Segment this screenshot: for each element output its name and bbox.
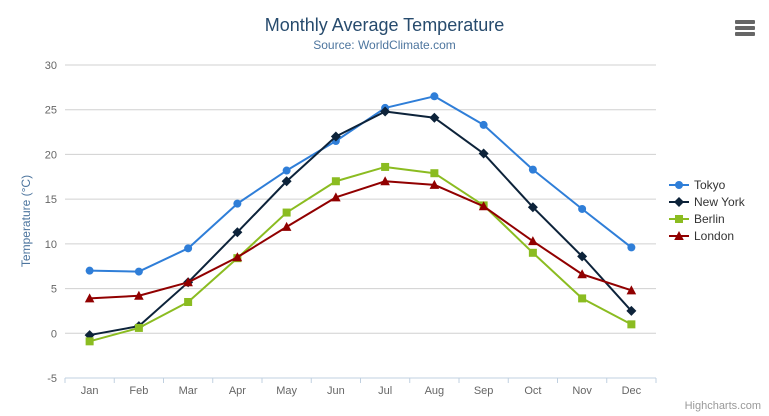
highcharts-credit[interactable]: Highcharts.com	[684, 400, 761, 412]
legend-symbol-london	[669, 230, 689, 240]
x-axis-label: Mar	[179, 385, 198, 397]
y-axis-label: 20	[45, 149, 57, 161]
export-menu-button[interactable]	[732, 19, 758, 37]
series-line-berlin	[88, 165, 633, 343]
data-point-london[interactable]	[232, 252, 243, 262]
legend-item-london[interactable]: London	[669, 227, 745, 244]
legend-item-new-york[interactable]: New York	[669, 193, 745, 210]
data-point-berlin[interactable]	[282, 208, 291, 217]
data-point-tokyo[interactable]	[430, 92, 439, 101]
series-tokyo	[85, 92, 636, 276]
legend-symbol-tokyo	[669, 180, 689, 189]
data-point-tokyo[interactable]	[282, 166, 291, 175]
x-axis-label: Nov	[572, 385, 592, 397]
data-point-london[interactable]	[84, 293, 95, 303]
data-point-london[interactable]	[183, 277, 193, 287]
data-point-tokyo[interactable]	[479, 120, 488, 129]
data-point-tokyo[interactable]	[528, 165, 537, 174]
x-axis-label: Jan	[81, 385, 99, 397]
x-axis-label: May	[276, 385, 297, 397]
data-point-new-york[interactable]	[577, 251, 588, 262]
y-axis-label: 0	[51, 328, 57, 340]
data-point-tokyo[interactable]	[627, 243, 636, 252]
data-point-london[interactable]	[134, 290, 144, 300]
legend-item-berlin[interactable]: Berlin	[669, 210, 745, 227]
y-axis-label: 10	[45, 239, 57, 251]
legend-item-tokyo[interactable]: Tokyo	[669, 176, 745, 193]
y-axis-label: 5	[51, 284, 57, 296]
x-axis-label: Sep	[474, 385, 494, 397]
data-point-tokyo[interactable]	[85, 266, 94, 275]
data-point-tokyo[interactable]	[578, 204, 587, 213]
data-point-berlin[interactable]	[381, 162, 390, 171]
x-axis-label: Oct	[524, 385, 541, 397]
hamburger-menu-icon	[735, 26, 755, 30]
chart-subtitle: Source: WorldClimate.com	[313, 38, 456, 52]
x-axis-label: Feb	[129, 385, 148, 397]
data-point-berlin[interactable]	[528, 248, 537, 257]
data-point-new-york[interactable]	[626, 305, 637, 316]
data-point-london[interactable]	[577, 269, 587, 279]
legend-marker-london	[674, 230, 684, 240]
hamburger-menu-icon	[735, 20, 755, 24]
data-point-london[interactable]	[626, 285, 637, 295]
data-point-new-york[interactable]	[330, 131, 341, 142]
x-axis-label: Apr	[229, 385, 246, 397]
legend-label-tokyo: Tokyo	[694, 177, 726, 192]
data-point-new-york[interactable]	[232, 227, 243, 238]
x-axis-label: Jul	[378, 385, 392, 397]
data-point-london[interactable]	[380, 176, 390, 186]
data-point-berlin[interactable]	[184, 297, 193, 306]
chart-title: Monthly Average Temperature	[264, 15, 505, 35]
x-axis-label: Dec	[622, 385, 642, 397]
data-point-london[interactable]	[528, 236, 538, 246]
data-point-london[interactable]	[478, 201, 489, 211]
data-point-london[interactable]	[281, 221, 292, 231]
data-point-berlin[interactable]	[578, 294, 587, 303]
legend-marker-new-york	[674, 196, 684, 207]
series-london	[84, 176, 637, 303]
x-axis-label: Jun	[327, 385, 345, 397]
data-point-berlin[interactable]	[627, 320, 636, 329]
data-point-new-york[interactable]	[380, 106, 391, 117]
y-axis-label: 15	[45, 194, 57, 206]
series-line-tokyo	[88, 95, 633, 273]
x-axis-label: Aug	[425, 385, 445, 397]
legend-marker-tokyo	[675, 180, 683, 189]
legend-symbol-berlin	[669, 214, 689, 223]
series-line-london	[88, 180, 633, 300]
legend-label-new-york: New York	[694, 194, 745, 209]
data-point-tokyo[interactable]	[233, 199, 242, 208]
data-point-tokyo[interactable]	[134, 267, 143, 276]
data-point-london[interactable]	[331, 192, 341, 202]
legend-symbol-new-york	[669, 196, 689, 207]
data-point-berlin[interactable]	[134, 323, 143, 332]
y-axis-label: -5	[47, 373, 57, 385]
data-point-new-york[interactable]	[478, 148, 489, 159]
hamburger-menu-icon	[735, 32, 755, 36]
data-point-new-york[interactable]	[527, 202, 538, 213]
data-point-new-york[interactable]	[281, 176, 292, 187]
data-point-london[interactable]	[429, 179, 440, 189]
y-axis-label: 30	[45, 60, 57, 72]
series-line-new-york	[88, 110, 633, 337]
data-point-berlin[interactable]	[430, 169, 439, 178]
series-new-york	[84, 106, 637, 341]
legend-label-london: London	[694, 228, 735, 243]
legend-marker-berlin	[675, 214, 683, 223]
data-point-berlin[interactable]	[85, 337, 94, 346]
legend-label-berlin: Berlin	[694, 211, 725, 226]
legend: Tokyo New York Berlin London	[669, 176, 745, 244]
data-point-berlin[interactable]	[331, 177, 340, 186]
data-point-tokyo[interactable]	[184, 244, 193, 253]
data-point-new-york[interactable]	[429, 112, 440, 123]
y-axis-label: 25	[45, 105, 57, 117]
